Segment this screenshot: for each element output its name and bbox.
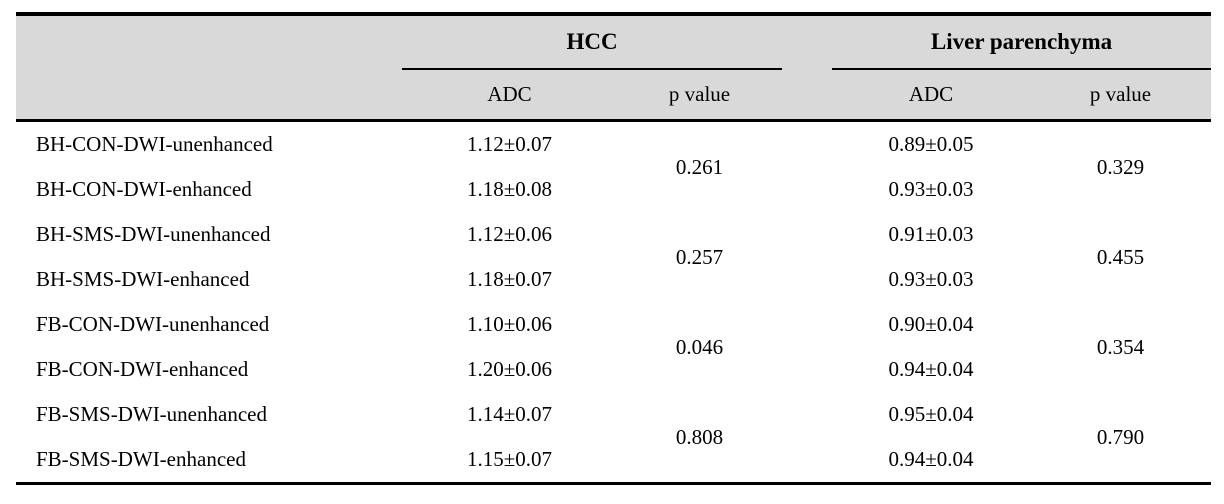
subheader-liver-adc: ADC (832, 69, 1030, 122)
liver-adc-value: 0.91±0.03 (832, 212, 1030, 257)
hcc-adc-value: 1.14±0.07 (402, 392, 617, 437)
subheader-liver-p-value: p value (1030, 69, 1212, 122)
liver-adc-value: 0.89±0.05 (832, 120, 1030, 167)
gap-cell (782, 392, 832, 437)
hcc-adc-value: 1.10±0.06 (402, 302, 617, 347)
table-header: HCC Liver parenchyma ADC p value ADC p v… (16, 14, 1212, 122)
subheader-hcc-p-value: p value (617, 69, 782, 122)
liver-adc-value: 0.93±0.03 (832, 257, 1030, 302)
hcc-adc-value: 1.15±0.07 (402, 437, 617, 484)
group-header-row: HCC Liver parenchyma (16, 14, 1212, 70)
gap-cell (782, 347, 832, 392)
table-row: FB-CON-DWI-enhanced 1.20±0.06 0.94±0.04 (16, 347, 1211, 392)
header-spacer-cell (16, 69, 402, 122)
hcc-p-value: 0.261 (617, 120, 782, 212)
hcc-p-value: 0.257 (617, 212, 782, 302)
row-label: BH-SMS-DWI-enhanced (16, 257, 402, 302)
gap-cell (782, 257, 832, 302)
hcc-adc-value: 1.20±0.06 (402, 347, 617, 392)
table-row: FB-CON-DWI-unenhanced 1.10±0.06 0.046 0.… (16, 302, 1212, 392)
table-row: BH-SMS-DWI-unenhanced 1.12±0.06 0.257 0.… (16, 212, 1212, 302)
group-header-liver-parenchyma: Liver parenchyma (832, 14, 1212, 70)
table-row: FB-SMS-DWI-unenhanced 1.14±0.07 0.808 0.… (16, 392, 1212, 484)
hcc-p-value: 0.046 (617, 302, 782, 392)
liver-p-value: 0.455 (1030, 212, 1212, 302)
liver-p-value: 0.790 (1030, 392, 1212, 484)
hcc-adc-value: 1.18±0.07 (402, 257, 617, 302)
liver-adc-value: 0.90±0.04 (832, 302, 1030, 347)
liver-adc-value: 0.94±0.04 (832, 347, 1030, 392)
hcc-adc-value: 1.12±0.07 (402, 120, 617, 167)
group-header-hcc: HCC (402, 14, 782, 70)
header-spacer-cell (16, 14, 402, 69)
liver-adc-value: 0.93±0.03 (832, 167, 1030, 212)
gap-cell (782, 167, 832, 212)
table-row: BH-SMS-DWI-enhanced 1.18±0.07 0.93±0.03 (16, 257, 1211, 302)
row-label: FB-SMS-DWI-enhanced (16, 437, 402, 484)
row-label: FB-CON-DWI-unenhanced (16, 302, 402, 347)
liver-adc-value: 0.95±0.04 (832, 392, 1030, 437)
subheader-hcc-adc: ADC (402, 69, 617, 122)
hcc-adc-value: 1.18±0.08 (402, 167, 617, 212)
gap-cell (782, 120, 832, 167)
row-label: BH-CON-DWI-unenhanced (16, 120, 402, 167)
adc-comparison-table: HCC Liver parenchyma ADC p value ADC p v… (16, 12, 1212, 485)
row-label: BH-CON-DWI-enhanced (16, 167, 402, 212)
hcc-p-value: 0.808 (617, 392, 782, 484)
row-label: FB-CON-DWI-enhanced (16, 347, 402, 392)
gap-cell (782, 212, 832, 257)
sub-header-row: ADC p value ADC p value (16, 69, 1212, 122)
header-gap-cell (782, 69, 832, 122)
row-label: FB-SMS-DWI-unenhanced (16, 392, 402, 437)
table-row: FB-SMS-DWI-enhanced 1.15±0.07 0.94±0.04 (16, 437, 1211, 484)
liver-adc-value: 0.94±0.04 (832, 437, 1030, 484)
gap-cell (782, 302, 832, 347)
row-label: BH-SMS-DWI-unenhanced (16, 212, 402, 257)
table-row: BH-CON-DWI-unenhanced 1.12±0.07 0.261 0.… (16, 120, 1212, 212)
gap-cell (782, 437, 832, 484)
adc-comparison-table-wrapper: HCC Liver parenchyma ADC p value ADC p v… (16, 12, 1212, 485)
table-body: BH-CON-DWI-unenhanced 1.12±0.07 0.261 0.… (16, 120, 1212, 484)
table-row: BH-CON-DWI-enhanced 1.18±0.08 0.93±0.03 (16, 167, 1211, 212)
liver-p-value: 0.329 (1030, 120, 1212, 212)
liver-p-value: 0.354 (1030, 302, 1212, 392)
hcc-adc-value: 1.12±0.06 (402, 212, 617, 257)
header-gap-cell (782, 14, 832, 69)
